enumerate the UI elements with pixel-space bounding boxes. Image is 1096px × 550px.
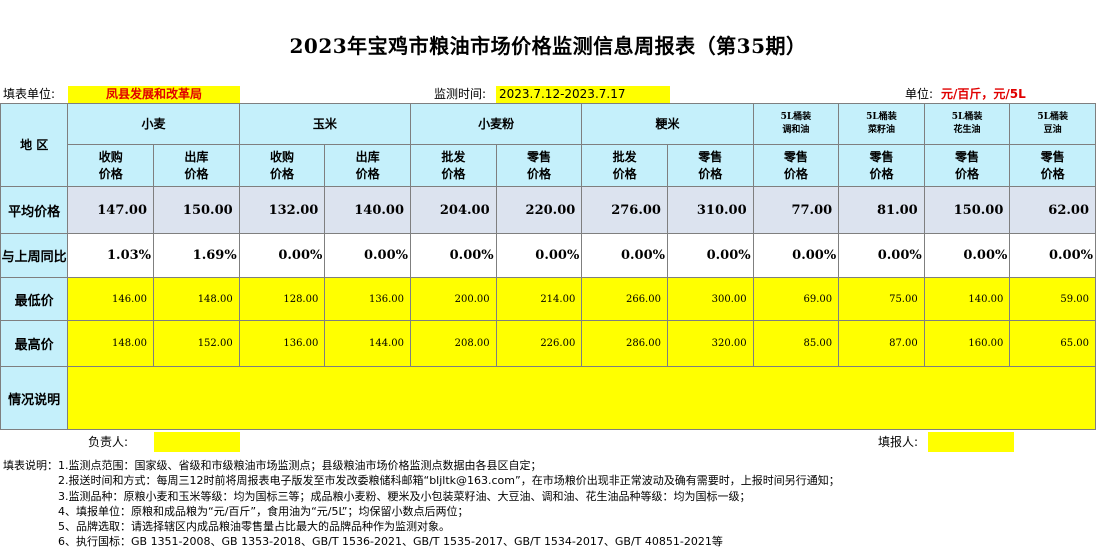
sub-header: 收购 价格 xyxy=(238,144,326,187)
avg-cell[interactable]: 81.00 xyxy=(838,186,925,234)
min-cell[interactable]: 75.00 xyxy=(838,277,925,321)
min-price-row: 最低价 146.00 148.00 128.00 136.00 200.00 2… xyxy=(0,277,1096,321)
sub-header: 零售 价格 xyxy=(1009,144,1096,187)
instruction-line: 6、执行国标：GB 1351-2008、GB 1353-2018、GB/T 15… xyxy=(3,535,723,549)
avg-cell[interactable]: 150.00 xyxy=(153,186,240,234)
change-cell[interactable]: 0.00% xyxy=(752,233,840,278)
min-cell[interactable]: 128.00 xyxy=(238,277,326,321)
avg-price-row: 平均价格 147.00 150.00 132.00 140.00 204.00 … xyxy=(0,186,1096,234)
max-price-row: 最高价 148.00 152.00 136.00 144.00 208.00 2… xyxy=(0,320,1096,367)
row-label-max: 最高价 xyxy=(0,320,69,367)
report-title: 2023年宝鸡市粮油市场价格监测信息周报表（第35期） xyxy=(289,34,807,58)
sub-header: 批发 价格 xyxy=(410,144,497,187)
max-cell[interactable]: 85.00 xyxy=(752,320,840,367)
max-cell[interactable]: 226.00 xyxy=(495,320,583,367)
avg-cell[interactable]: 140.00 xyxy=(324,186,411,234)
group-header-wheat: 小麦 xyxy=(67,103,240,145)
max-cell[interactable]: 320.00 xyxy=(666,320,754,367)
min-cell[interactable]: 266.00 xyxy=(581,277,668,321)
change-cell[interactable]: 1.69% xyxy=(153,233,240,278)
max-cell[interactable]: 152.00 xyxy=(153,320,240,367)
change-cell[interactable]: 0.00% xyxy=(1009,233,1096,278)
instruction-line: 5、品牌选取：请选择辖区内成品粮油零售量占比最大的品牌品种作为监测对象。 xyxy=(3,520,450,534)
min-cell[interactable]: 146.00 xyxy=(67,277,155,321)
oil-header-blend: 5L桶装 调和油 xyxy=(752,103,840,145)
sub-header: 零售 价格 xyxy=(838,144,925,187)
avg-cell[interactable]: 204.00 xyxy=(410,186,497,234)
change-cell[interactable]: 0.00% xyxy=(923,233,1011,278)
avg-cell[interactable]: 62.00 xyxy=(1009,186,1096,234)
oil-header-peanut: 5L桶装 花生油 xyxy=(923,103,1011,145)
avg-cell[interactable]: 147.00 xyxy=(67,186,155,234)
week-change-row: 与上周同比 1.03% 1.69% 0.00% 0.00% 0.00% 0.00… xyxy=(0,233,1096,278)
change-cell[interactable]: 0.00% xyxy=(666,233,754,278)
sub-header: 零售 价格 xyxy=(923,144,1011,187)
group-header-corn: 玉米 xyxy=(238,103,412,145)
group-header-flour: 小麦粉 xyxy=(409,103,583,145)
monitor-time-value[interactable]: 2023.7.12-2023.7.17 xyxy=(496,86,670,103)
situation-notes-cell[interactable] xyxy=(67,366,1096,430)
notes-row: 情况说明 xyxy=(0,366,1096,430)
min-cell[interactable]: 200.00 xyxy=(410,277,497,321)
max-cell[interactable]: 136.00 xyxy=(238,320,326,367)
change-cell[interactable]: 0.00% xyxy=(238,233,326,278)
max-cell[interactable]: 208.00 xyxy=(410,320,497,367)
row-label-avg: 平均价格 xyxy=(0,186,69,234)
max-cell[interactable]: 160.00 xyxy=(923,320,1011,367)
row-label-change: 与上周同比 xyxy=(0,233,69,278)
row-label-notes: 情况说明 xyxy=(0,366,69,430)
price-table: 地 区 小麦 玉米 小麦粉 粳米 5L桶装 调和油 5L桶装 菜籽油 5L桶装 花生油… xyxy=(0,103,1096,430)
responsible-label: 负责人: xyxy=(88,435,129,449)
max-cell[interactable]: 65.00 xyxy=(1009,320,1096,367)
filling-unit-label: 填表单位: xyxy=(3,87,56,101)
oil-header-soybean: 5L桶装 豆油 xyxy=(1009,103,1096,145)
max-cell[interactable]: 286.00 xyxy=(581,320,668,367)
group-header-japonica-rice: 粳米 xyxy=(581,103,754,145)
change-cell[interactable]: 0.00% xyxy=(838,233,925,278)
avg-cell[interactable]: 150.00 xyxy=(923,186,1011,234)
price-unit-value: 元/百斤，元/5L xyxy=(941,87,1026,101)
change-cell[interactable]: 0.00% xyxy=(581,233,668,278)
max-cell[interactable]: 148.00 xyxy=(67,320,155,367)
filling-unit-value[interactable]: 凤县发展和改革局 xyxy=(68,86,240,103)
monitor-time-label: 监测时间: xyxy=(434,87,487,101)
sub-header: 收购 价格 xyxy=(67,144,155,187)
min-cell[interactable]: 148.00 xyxy=(153,277,240,321)
price-unit-label: 单位: xyxy=(905,87,934,101)
sub-header: 出库 价格 xyxy=(324,144,411,187)
reporter-label: 填报人: xyxy=(878,435,919,449)
row-label-min: 最低价 xyxy=(0,277,69,321)
reporter-input[interactable] xyxy=(928,432,1014,452)
instruction-line: 填表说明：1.监测点范围：国家级、省级和市级粮油市场监测点；县级粮油市场价格监测… xyxy=(3,459,542,472)
change-cell[interactable]: 1.03% xyxy=(67,233,155,278)
avg-cell[interactable]: 77.00 xyxy=(752,186,840,234)
sub-header: 批发 价格 xyxy=(581,144,668,187)
responsible-input[interactable] xyxy=(154,432,240,452)
oil-header-rapeseed: 5L桶装 菜籽油 xyxy=(838,103,925,145)
sub-header: 零售 价格 xyxy=(752,144,840,187)
change-cell[interactable]: 0.00% xyxy=(495,233,583,278)
instruction-line: 2.报送时间和方式：每周三12时前将周报表电子版发至市发改委粮储科邮箱“bljl… xyxy=(3,474,840,488)
avg-cell[interactable]: 132.00 xyxy=(238,186,326,234)
min-cell[interactable]: 136.00 xyxy=(324,277,411,321)
change-cell[interactable]: 0.00% xyxy=(410,233,497,278)
min-cell[interactable]: 59.00 xyxy=(1009,277,1096,321)
min-cell[interactable]: 300.00 xyxy=(666,277,754,321)
max-cell[interactable]: 144.00 xyxy=(324,320,411,367)
min-cell[interactable]: 140.00 xyxy=(923,277,1011,321)
avg-cell[interactable]: 310.00 xyxy=(666,186,754,234)
avg-cell[interactable]: 220.00 xyxy=(495,186,583,234)
max-cell[interactable]: 87.00 xyxy=(838,320,925,367)
min-cell[interactable]: 69.00 xyxy=(752,277,840,321)
filling-instructions: 填表说明：1.监测点范围：国家级、省级和市级粮油市场监测点；县级粮油市场价格监测… xyxy=(3,458,840,550)
instruction-line: 3.监测品种：原粮小麦和玉米等级：均为国标三等；成品粮小麦粉、粳米及小包装菜籽油… xyxy=(3,489,751,503)
sub-header: 出库 价格 xyxy=(153,144,240,187)
sub-header: 零售 价格 xyxy=(495,144,583,187)
region-header: 地 区 xyxy=(0,103,69,187)
change-cell[interactable]: 0.00% xyxy=(324,233,411,278)
sub-header: 零售 价格 xyxy=(666,144,754,187)
instruction-line: 4、填报单位：原粮和成品粮为“元/百斤”，食用油为“元/5L”；均保留小数点后两… xyxy=(3,504,469,518)
min-cell[interactable]: 214.00 xyxy=(495,277,583,321)
avg-cell[interactable]: 276.00 xyxy=(581,186,668,234)
